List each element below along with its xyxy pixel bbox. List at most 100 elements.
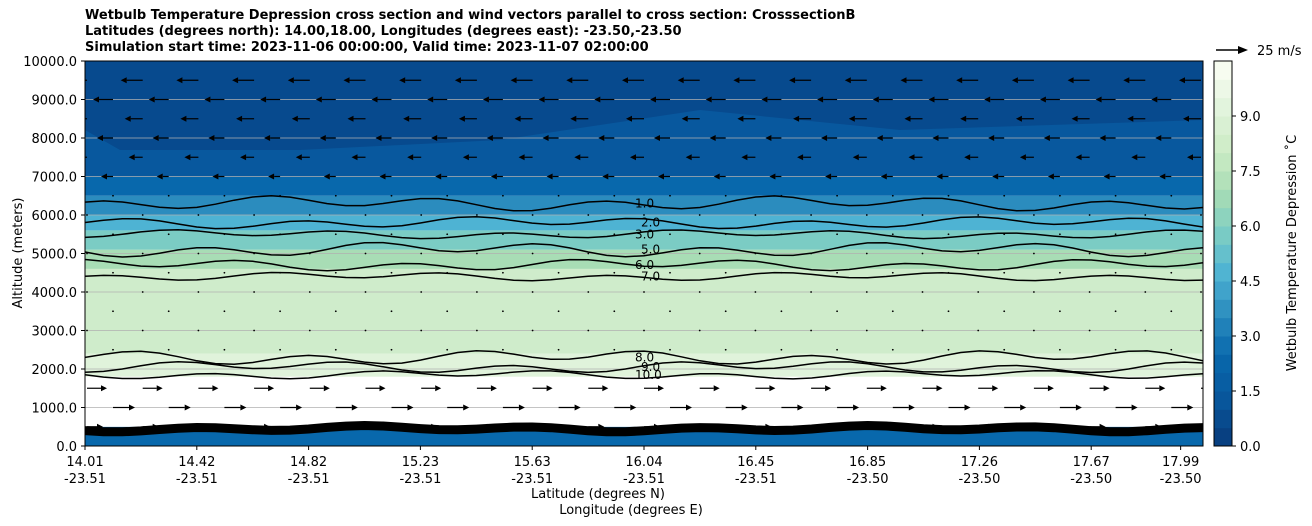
wind-vector-head	[1159, 385, 1166, 392]
wind-vector-calm	[754, 252, 757, 255]
wind-vector-calm	[420, 252, 423, 255]
contour-line-7.0	[85, 271, 1203, 282]
wind-vector-calm	[1114, 233, 1117, 236]
wind-vector-head	[351, 154, 358, 161]
wind-vector-calm	[698, 214, 701, 216]
wind-vector-calm	[531, 214, 534, 216]
wind-vector-head	[295, 154, 302, 161]
colorbar-tick-label-2: 3.0	[1240, 330, 1261, 345]
wind-vector-calm	[502, 348, 504, 351]
wind-vector-head	[1047, 385, 1054, 392]
wind-vector-calm	[1170, 348, 1173, 351]
wind-vector-calm	[698, 329, 701, 332]
contour-line-10.0	[85, 369, 1203, 380]
x-axis: 14.01 -23.51 14.42 -23.51 14.82 -23.51 15.23 -2…	[64, 446, 1202, 487]
wind-vector-calm	[613, 194, 616, 197]
wind-vector-head	[1043, 135, 1050, 141]
altitude-layer-5	[85, 230, 1203, 250]
wind-vector-head	[705, 96, 712, 103]
contour-label-2.0: 2.0	[641, 216, 660, 230]
wind-vector-head	[737, 115, 744, 122]
wind-vector-head	[486, 423, 493, 430]
wind-vector-calm	[364, 329, 367, 332]
wind-vector-calm	[1059, 233, 1061, 236]
colorbar-segment-10	[1214, 244, 1232, 264]
wind-vector-head	[490, 173, 497, 180]
wind-vector-head	[686, 404, 692, 411]
wind-vector-calm	[1170, 310, 1173, 313]
wind-vector-head	[315, 96, 322, 103]
wind-vector-head	[1011, 77, 1018, 84]
contour-label-3.0: 3.0	[635, 227, 654, 241]
wind-vector-head	[1187, 404, 1194, 411]
contour-label-7.0: 7.0	[641, 270, 660, 284]
colorbar-tick-label-4: 6.0	[1240, 220, 1261, 235]
wind-vector-head	[797, 154, 804, 161]
wind-vector-head	[988, 423, 995, 430]
x-tick-lat-10: 17.99	[1162, 455, 1199, 470]
wind-vector-head	[1187, 154, 1193, 161]
y-tick-label-4: 4000.0	[32, 286, 78, 301]
colorbar-segment-8	[1214, 281, 1232, 300]
wind-vector-calm	[836, 233, 838, 236]
wind-vector-head	[152, 423, 159, 430]
wind-vector-head	[797, 404, 804, 411]
wind-vector-head	[602, 385, 609, 392]
wind-vector-head	[490, 385, 497, 392]
wind-vector-calm	[557, 310, 560, 313]
wind-vector-calm	[86, 329, 88, 332]
wind-vector-calm	[112, 271, 114, 274]
wind-vector-calm	[502, 271, 504, 274]
wind-vector-calm	[836, 310, 838, 313]
y-tick-label-5: 5000.0	[32, 248, 78, 263]
wind-vector-calm	[613, 348, 616, 351]
wind-vector-calm	[947, 194, 950, 197]
wind-vector-calm	[334, 233, 337, 236]
wind-vector-calm	[836, 348, 838, 351]
wind-vector-head	[713, 173, 720, 180]
wind-vector-calm	[1003, 233, 1006, 236]
contour-label-10.0: 10.0	[635, 368, 662, 382]
x-tick-lat-8: 17.26	[961, 455, 998, 470]
wind-vector-calm	[643, 329, 645, 332]
wind-vector-head	[101, 173, 107, 180]
wind-vector-calm	[836, 194, 838, 197]
wind-vector-head	[268, 173, 275, 180]
x-tick-lat-7: 16.85	[849, 455, 886, 470]
wind-vector-head	[156, 173, 163, 180]
wind-vector-head	[128, 154, 135, 161]
x-axis-label-longitude: Longitude (degrees E)	[559, 503, 703, 518]
wind-vector-calm	[587, 329, 590, 332]
wind-vector-head	[741, 404, 748, 411]
wind-vector-head	[69, 116, 75, 122]
wind-vector-calm	[334, 194, 337, 197]
colorbar-tick-label-6: 9.0	[1240, 110, 1261, 125]
colorbar-segment-18	[1214, 97, 1232, 117]
wind-vector-calm	[810, 214, 812, 216]
wind-vector-head	[129, 404, 135, 411]
wind-vector-calm	[476, 329, 478, 332]
wind-vector-head	[852, 154, 859, 161]
wind-vector-calm	[112, 194, 114, 197]
wind-vector-head	[264, 135, 271, 141]
wind-vector-head	[180, 115, 187, 122]
wind-vector-calm	[1003, 348, 1006, 351]
wind-vector-head	[542, 423, 549, 430]
contour-label-9.0: 9.0	[641, 360, 660, 374]
wind-vector-calm	[865, 329, 868, 332]
wind-vector-head	[403, 115, 410, 122]
x-tick-lat-6: 16.45	[737, 455, 774, 470]
x-tick-lat-9: 17.67	[1073, 455, 1110, 470]
colorbar-segment-2	[1214, 391, 1232, 410]
wind-vector-calm	[1003, 271, 1006, 274]
wind-vector-head	[741, 154, 748, 161]
wind-vector-calm	[141, 329, 144, 332]
y-tick-label-0: 0.0	[56, 440, 77, 455]
wind-vector-head	[844, 77, 851, 84]
colorbar-segment-12	[1214, 207, 1232, 227]
wind-vector-calm	[279, 233, 281, 236]
wind-vector-head	[677, 77, 684, 84]
wind-vector-calm	[698, 252, 701, 255]
wind-vector-calm	[587, 214, 590, 216]
